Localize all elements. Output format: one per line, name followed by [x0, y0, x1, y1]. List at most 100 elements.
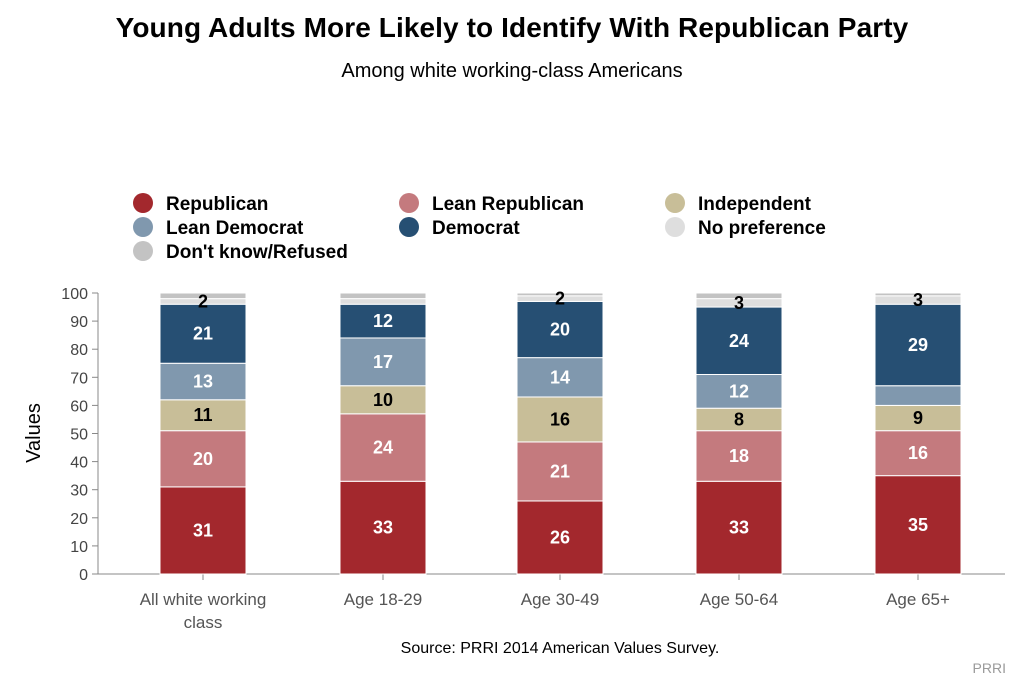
legend-item-no-preference: No preference: [665, 217, 826, 239]
legend-label-independent: Independent: [698, 194, 812, 215]
data-label-independent: 16: [550, 409, 570, 429]
bar-democrat: [874, 303, 962, 387]
y-tick-label: 40: [70, 455, 88, 472]
data-label-democrat: 20: [550, 320, 570, 340]
y-tick-label: 70: [70, 370, 88, 387]
x-category-label-line: All white working: [140, 590, 267, 609]
x-category-label-line: Age 18-29: [344, 590, 422, 609]
y-tick-label: 80: [70, 342, 88, 359]
legend-item-republican: Republican: [133, 193, 268, 215]
y-tick-label: 60: [70, 398, 88, 415]
bar-independent: [159, 399, 247, 432]
bar-no-preference: [339, 298, 427, 305]
source-note: Source: PRRI 2014 American Values Survey…: [400, 640, 720, 657]
bar-don-t-know-refused: [339, 292, 427, 300]
legend-swatch-don-t-know-refused: [133, 241, 153, 261]
data-label-republican: 33: [729, 518, 749, 538]
data-label-republican: 35: [908, 515, 928, 535]
data-label-independent: 11: [193, 405, 212, 425]
axes: 0 10 20 30 40 50 60 70 80 90 100 Values All white wo…: [23, 286, 1005, 632]
legend-swatch-lean-democrat: [133, 217, 153, 237]
y-tick-label: 30: [70, 483, 88, 500]
data-label-no-preference: 2: [198, 291, 208, 311]
data-label-republican: 26: [550, 527, 570, 547]
data-label-lean-republican: 21: [550, 461, 570, 481]
bar-republican: [516, 500, 604, 575]
bar-don-t-know-refused: [516, 292, 604, 297]
data-label-lean-democrat: 14: [550, 367, 570, 387]
data-label-democrat: 21: [193, 324, 213, 344]
x-category-label: Age 18-29: [344, 590, 422, 609]
bar-lean-democrat: [874, 385, 962, 406]
data-label-democrat: 24: [729, 331, 749, 351]
bars: [159, 292, 962, 575]
y-tick-label: 90: [70, 314, 88, 331]
data-label-democrat: 12: [373, 311, 393, 331]
bar-don-t-know-refused: [159, 292, 247, 300]
legend-label-democrat: Democrat: [432, 218, 520, 239]
data-label-independent: 9: [913, 408, 923, 428]
bar-lean-republican: [159, 430, 247, 488]
data-label-lean-republican: 24: [373, 438, 393, 458]
data-label-no-preference: 3: [734, 293, 744, 313]
data-label-no-preference: 2: [555, 289, 565, 309]
data-label-lean-democrat: 12: [729, 381, 749, 401]
data-label-independent: 8: [734, 409, 744, 429]
x-category-label-line: class: [184, 613, 223, 632]
x-category-label: Age 30-49: [521, 590, 599, 609]
x-category-label: Age 50-64: [700, 590, 778, 609]
bar-lean-democrat: [339, 337, 427, 387]
legend-item-don-t-know-refused: Don't know/Refused: [133, 241, 348, 263]
legend-item-lean-democrat: Lean Democrat: [133, 217, 304, 239]
bar-republican: [874, 475, 962, 575]
data-label-republican: 33: [373, 518, 393, 538]
bar-independent: [516, 396, 604, 443]
y-tick-label: 50: [70, 427, 88, 444]
x-category-label-line: Age 65+: [886, 590, 950, 609]
legend-swatch-republican: [133, 193, 153, 213]
y-tick-label: 20: [70, 511, 88, 528]
data-label-independent: 10: [373, 390, 393, 410]
legend-item-independent: Independent: [665, 193, 812, 215]
data-label-lean-democrat: 17: [373, 352, 393, 372]
legend-label-don-t-know-refused: Don't know/Refused: [166, 242, 348, 263]
y-axis-title: Values: [23, 403, 45, 463]
legend-swatch-democrat: [399, 217, 419, 237]
legend-item-lean-republican: Lean Republican: [399, 193, 584, 215]
x-category-label-line: Age 30-49: [521, 590, 599, 609]
brand-logo-text: PRRI: [972, 660, 1006, 676]
legend-label-lean-democrat: Lean Democrat: [166, 218, 304, 239]
bar-republican: [695, 480, 783, 575]
bar-independent: [874, 404, 962, 432]
bar-democrat: [339, 303, 427, 339]
data-label-no-preference: 3: [913, 290, 923, 310]
chart-subtitle: Among white working-class Americans: [341, 60, 683, 82]
data-label-lean-republican: 20: [193, 449, 213, 469]
y-tick-label: 100: [61, 286, 88, 303]
bar-don-t-know-refused: [874, 292, 962, 297]
y-tick-label: 10: [70, 539, 88, 556]
x-category-label: Age 65+: [886, 590, 950, 609]
legend-swatch-lean-republican: [399, 193, 419, 213]
chart-title: Young Adults More Likely to Identify Wit…: [115, 12, 909, 43]
legend-swatch-no-preference: [665, 217, 685, 237]
data-label-lean-republican: 18: [729, 446, 749, 466]
y-tick-label: 0: [79, 567, 88, 584]
legend-label-no-preference: No preference: [698, 218, 826, 239]
bar-lean-republican: [695, 430, 783, 482]
x-category-label: All white working class: [140, 590, 267, 632]
data-labels: 3120111321233241017122621161420233188122…: [193, 289, 928, 548]
bar-lean-democrat: [516, 357, 604, 398]
x-category-label-line: Age 50-64: [700, 590, 778, 609]
legend-label-lean-republican: Lean Republican: [432, 194, 584, 215]
bar-don-t-know-refused: [695, 292, 783, 300]
bar-republican: [339, 480, 427, 575]
legend-label-republican: Republican: [166, 194, 268, 215]
legend: Republican Lean Republican Independent Lean…: [133, 193, 826, 263]
data-label-republican: 31: [193, 520, 213, 540]
data-label-lean-republican: 16: [908, 443, 928, 463]
legend-item-democrat: Democrat: [399, 217, 520, 239]
data-label-lean-democrat: 13: [193, 372, 213, 392]
bar-lean-republican: [339, 413, 427, 482]
